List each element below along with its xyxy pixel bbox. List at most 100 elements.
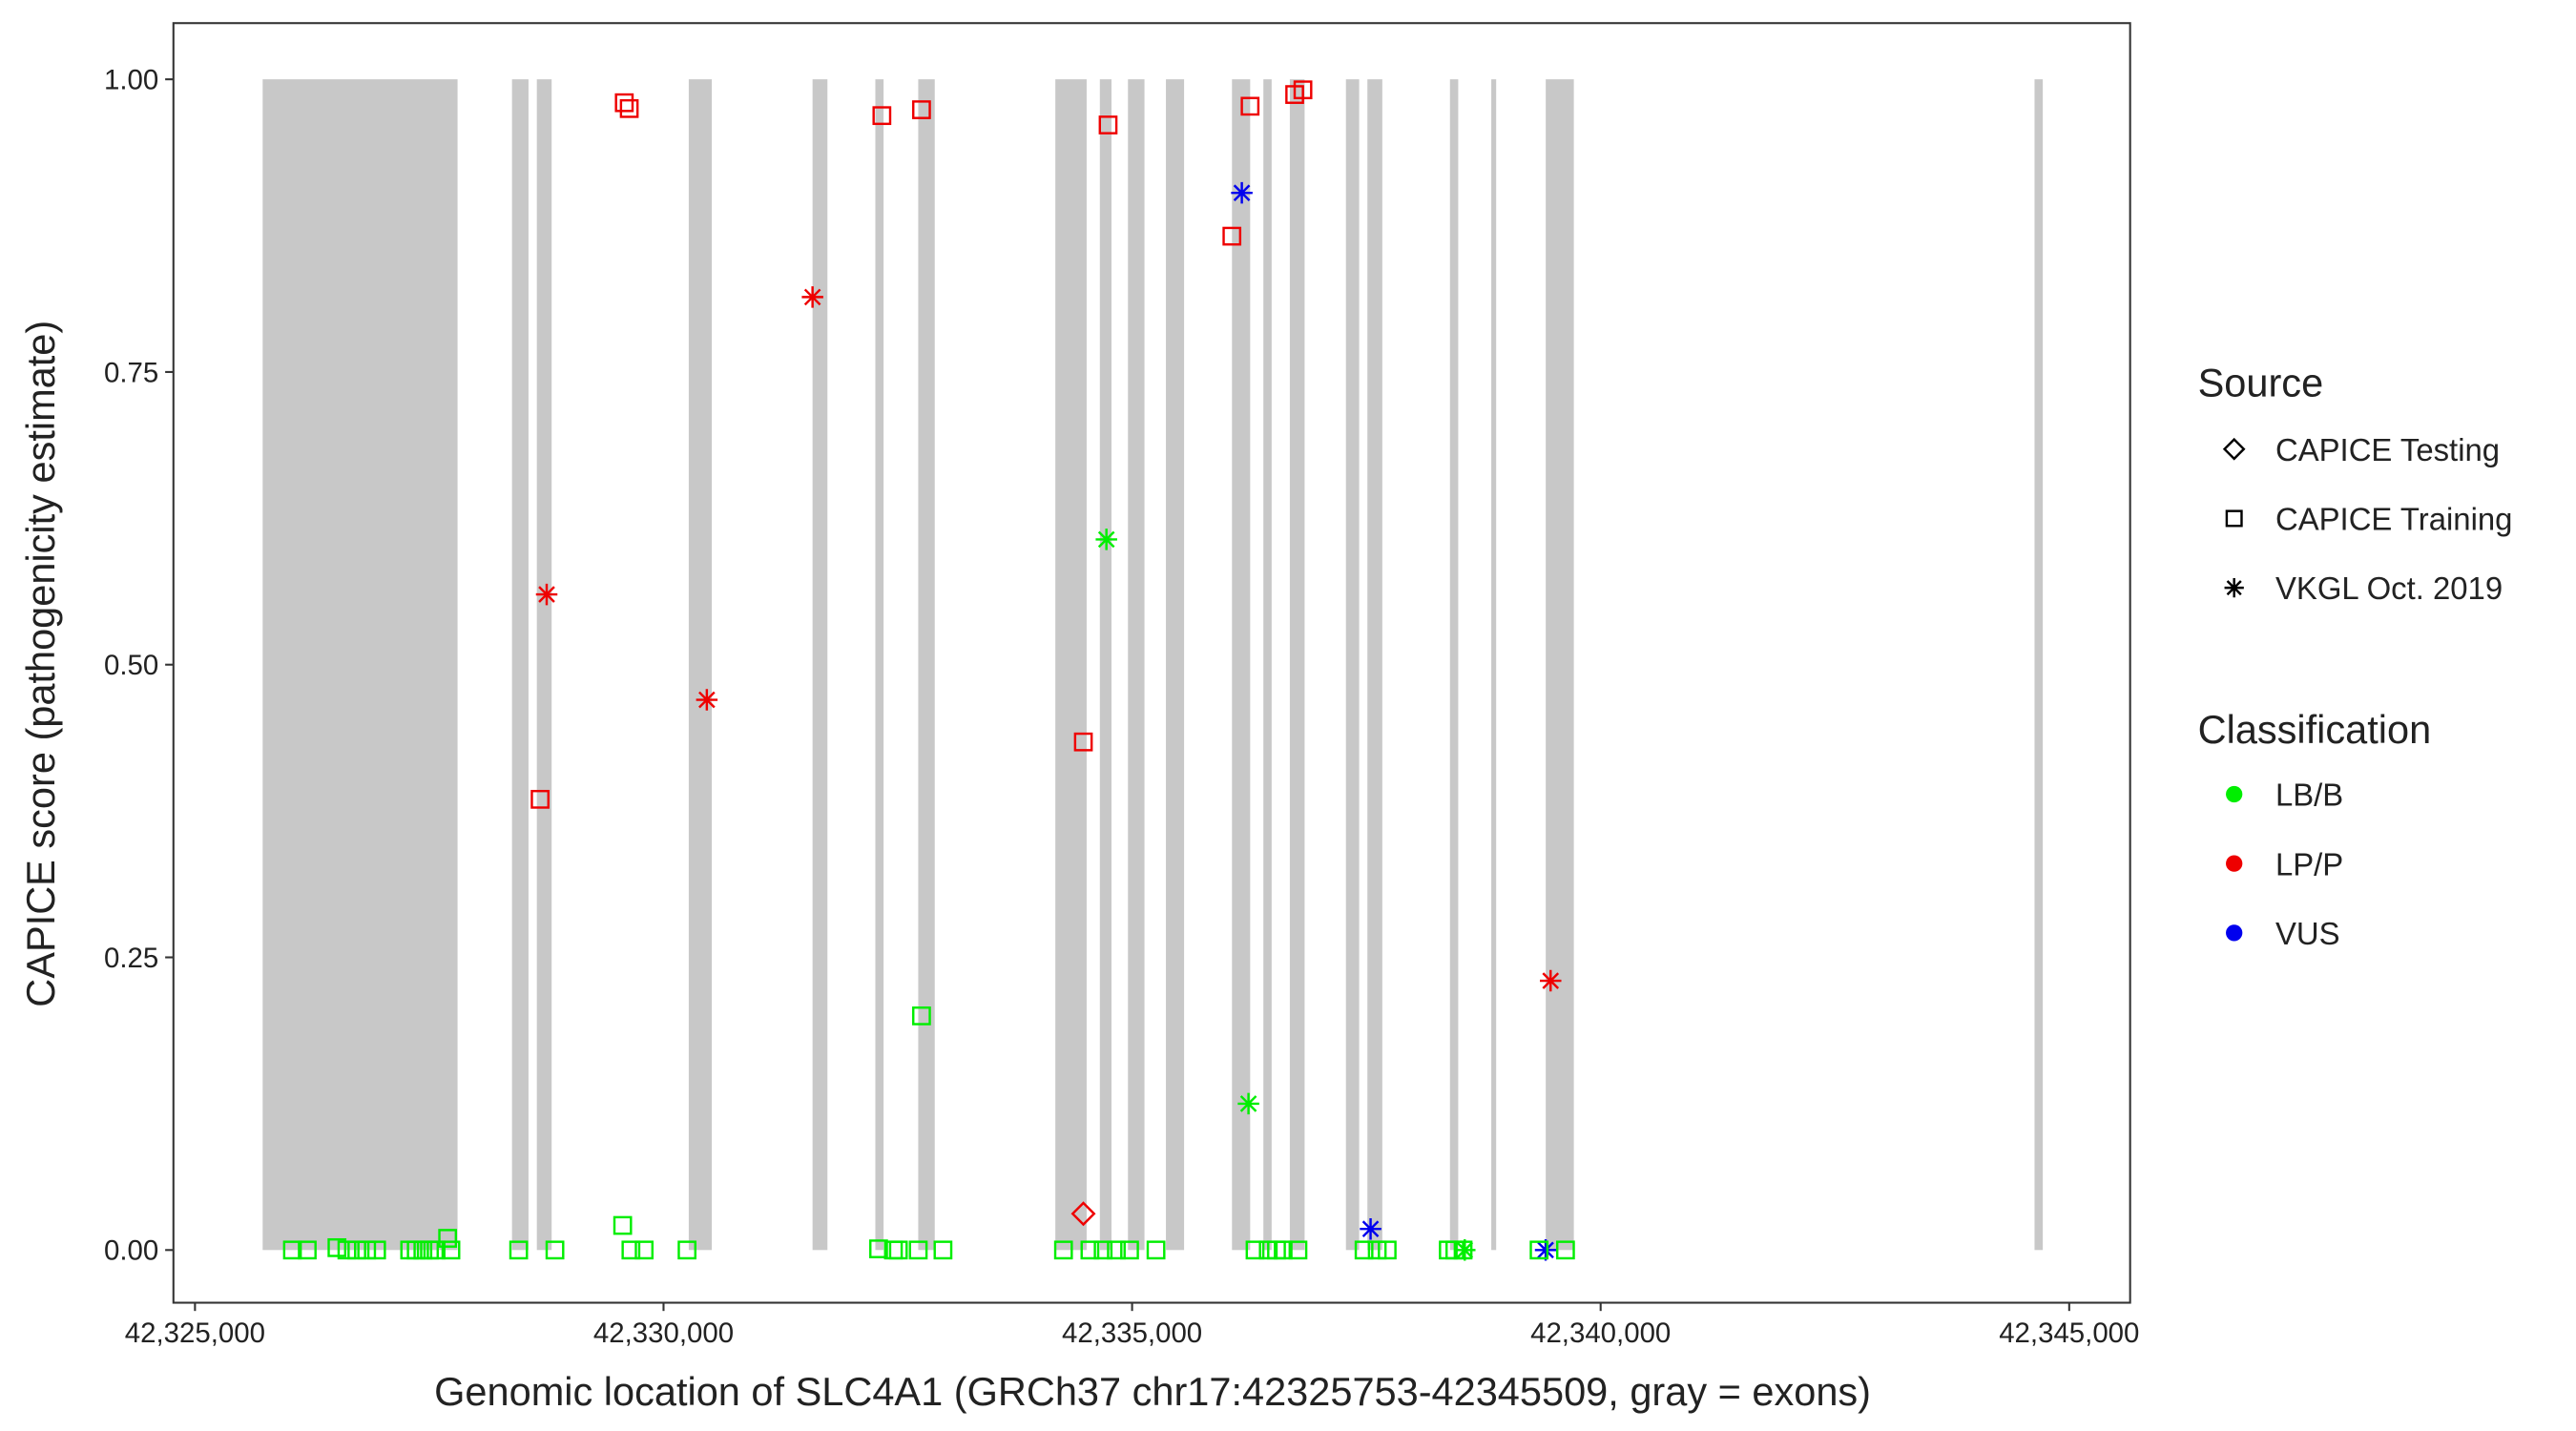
square-point (619, 98, 639, 118)
exon-band (1345, 79, 1360, 1251)
exon-band (918, 79, 935, 1251)
square-point (347, 1240, 366, 1260)
x-tick-label: 42,325,000 (125, 1317, 265, 1349)
legend-title: Source (2198, 360, 2324, 404)
star-point (696, 689, 718, 711)
square-point (282, 1240, 302, 1260)
exon-band (536, 79, 552, 1251)
legend-label: LP/P (2275, 846, 2343, 881)
square-point (912, 100, 931, 119)
star-point (1454, 1239, 1476, 1261)
x-tick-label: 42,345,000 (1999, 1317, 2139, 1349)
square-point (366, 1240, 386, 1260)
exon-band (511, 79, 529, 1251)
square-point (1146, 1240, 1166, 1260)
star-point (1534, 1239, 1557, 1261)
square-point (621, 1240, 641, 1260)
legend-swatch (2226, 924, 2243, 942)
square-point (1098, 115, 1118, 135)
y-tick-label: 0.00 (104, 1235, 158, 1267)
square-point (298, 1240, 317, 1260)
legend-label: VUS (2275, 916, 2340, 951)
square-point (677, 1240, 696, 1260)
square-point (912, 1006, 931, 1026)
legend-label: CAPICE Testing (2275, 432, 2500, 467)
square-point (869, 1239, 888, 1258)
plot-frame (172, 22, 2131, 1304)
square-point (1556, 1240, 1575, 1260)
square-point (1378, 1240, 1397, 1260)
square-point (1293, 80, 1313, 100)
x-axis-label: Genomic location of SLC4A1 (GRCh37 chr17… (434, 1369, 1871, 1414)
square-point (337, 1240, 357, 1260)
square-point (1453, 1240, 1473, 1260)
square-point (1107, 1240, 1126, 1260)
star-point (1237, 1092, 1259, 1115)
diamond-point (1070, 1201, 1096, 1227)
square-point (2225, 509, 2243, 528)
exon-band (1289, 79, 1305, 1251)
square-point (908, 1240, 928, 1260)
y-tick-label: 1.00 (104, 65, 158, 96)
square-point (1240, 96, 1260, 116)
star-point (2224, 578, 2244, 598)
square-point (1245, 1240, 1265, 1260)
y-tick-label: 0.25 (104, 943, 158, 974)
square-point (426, 1240, 446, 1260)
square-point (614, 93, 634, 113)
legend-label: LB/B (2275, 778, 2343, 813)
y-axis-label: CAPICE score (pathogenicity estimate) (18, 321, 63, 1007)
square-point (441, 1240, 461, 1260)
star-point (1095, 529, 1117, 550)
square-point (1288, 1240, 1308, 1260)
square-point (1120, 1240, 1139, 1260)
x-tick-label: 42,330,000 (593, 1317, 734, 1349)
exon-band (1055, 79, 1087, 1251)
exon-band (1166, 79, 1185, 1251)
square-point (1093, 1240, 1113, 1260)
square-point (1222, 226, 1242, 246)
legend-swatch (2226, 785, 2243, 803)
exon-band (262, 79, 458, 1251)
exon-band (1491, 79, 1497, 1251)
exon-band (1128, 79, 1145, 1251)
star-point (1231, 181, 1253, 204)
y-tick-label: 0.50 (104, 650, 158, 681)
square-point (1073, 732, 1093, 752)
square-point (613, 1215, 633, 1235)
diamond-point (2222, 437, 2246, 461)
legend-title: Classification (2198, 707, 2432, 752)
square-point (357, 1240, 377, 1260)
exon-band (688, 79, 713, 1251)
star-point (1540, 969, 1562, 992)
star-point (1360, 1217, 1381, 1240)
exon-band (1546, 79, 1574, 1251)
star-point (535, 583, 558, 606)
square-point (545, 1240, 565, 1260)
legend-label: CAPICE Training (2275, 502, 2513, 537)
square-point (327, 1237, 347, 1257)
square-point (872, 106, 892, 126)
exon-band (812, 79, 828, 1251)
exon-band (2034, 79, 2044, 1251)
exon-band (875, 79, 884, 1251)
square-point (1274, 1240, 1293, 1260)
exon-band (1232, 79, 1251, 1251)
square-point (1354, 1240, 1374, 1260)
star-point (801, 286, 823, 308)
exon-band (1263, 79, 1272, 1251)
square-point (530, 789, 550, 809)
y-tick-label: 0.75 (104, 357, 158, 388)
square-point (634, 1240, 654, 1260)
square-point (1367, 1240, 1387, 1260)
square-point (509, 1240, 529, 1260)
legend-swatch (2226, 855, 2243, 872)
exon-band (1449, 79, 1459, 1251)
square-point (888, 1240, 908, 1260)
square-point (1080, 1240, 1100, 1260)
square-point (1053, 1240, 1073, 1260)
exon-band (1099, 79, 1111, 1251)
legend-label: VKGL Oct. 2019 (2275, 570, 2503, 606)
